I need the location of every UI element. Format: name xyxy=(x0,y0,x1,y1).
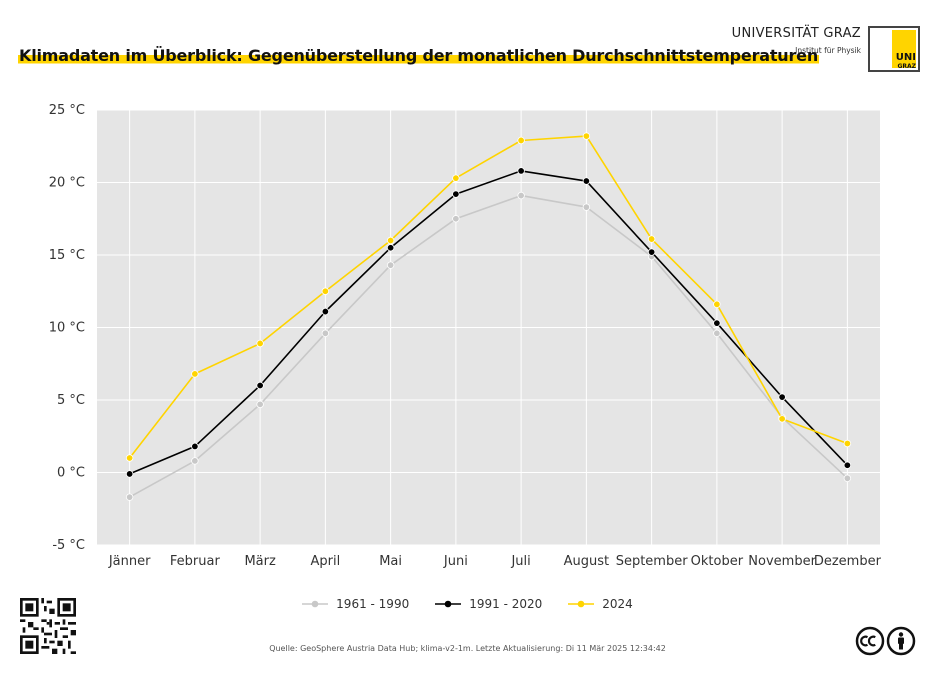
y-tick-label: 5 °C xyxy=(57,393,85,408)
legend-label: 2024 xyxy=(602,597,633,611)
data-point-series-3 xyxy=(517,136,525,145)
x-tick-label: November xyxy=(748,554,816,569)
x-tick-label: Juli xyxy=(510,554,530,569)
series-line-3 xyxy=(128,135,848,459)
x-tick-label: März xyxy=(244,554,276,569)
data-point-series-2 xyxy=(713,319,721,327)
data-point-series-3 xyxy=(778,415,786,423)
data-point-series-1 xyxy=(452,215,460,223)
license-icons xyxy=(855,626,916,656)
data-point-series-1 xyxy=(256,400,264,409)
data-point-series-3 xyxy=(647,235,656,243)
data-point-series-2 xyxy=(256,381,264,390)
x-tick-label: Juni xyxy=(443,554,468,569)
y-tick-label: 20 °C xyxy=(49,176,85,191)
data-point-series-3 xyxy=(125,454,134,462)
data-point-series-1 xyxy=(517,191,525,200)
qr-code-icon xyxy=(20,598,76,654)
data-point-series-2 xyxy=(843,461,852,469)
x-tick-label: Februar xyxy=(170,554,221,569)
data-point-series-2 xyxy=(517,167,525,175)
x-tick-label: Mai xyxy=(379,554,402,569)
x-tick-label: August xyxy=(564,554,610,569)
data-point-series-3 xyxy=(321,287,330,295)
x-tick-label: Dezember xyxy=(814,554,882,569)
data-point-series-2 xyxy=(647,248,656,256)
series-line-2 xyxy=(129,170,848,475)
x-tick-label: September xyxy=(616,554,689,569)
x-tick-label: Jänner xyxy=(108,554,151,569)
legend-label: 1991 - 2020 xyxy=(469,597,543,611)
university-logo: UNI GRAZ xyxy=(868,26,920,72)
attribution-icon xyxy=(886,626,916,656)
data-point-series-1 xyxy=(191,457,199,465)
data-point-series-1 xyxy=(843,474,852,482)
data-point-series-3 xyxy=(713,300,721,308)
data-point-series-1 xyxy=(321,329,330,337)
data-point-series-3 xyxy=(256,339,264,348)
university-name: UNIVERSITÄT GRAZ xyxy=(731,26,861,41)
y-tick-label: 25 °C xyxy=(49,103,85,118)
data-point-series-3 xyxy=(843,439,852,448)
temperature-chart: -5 °C 0 °C 5 °C 10 °C 15 °C 20 °C 25 °C Jänner F… xyxy=(49,103,882,569)
logo-yellow-block xyxy=(892,30,916,68)
data-point-series-3 xyxy=(452,174,460,182)
data-point-series-3 xyxy=(386,236,395,245)
institute-name: Institut für Physik xyxy=(795,46,861,55)
series-line-1 xyxy=(129,194,848,498)
data-point-series-2 xyxy=(191,442,199,451)
data-point-series-2 xyxy=(778,393,786,401)
x-tick-label: April xyxy=(311,554,341,569)
logo-uni-text: UNI xyxy=(895,52,916,63)
data-point-series-2 xyxy=(386,244,395,252)
data-point-series-1 xyxy=(713,329,721,337)
y-tick-label: 15 °C xyxy=(49,248,85,263)
data-point-series-3 xyxy=(582,132,591,140)
legend-item: 1991 - 2020 xyxy=(435,597,542,611)
legend-label: 1961 - 1990 xyxy=(336,597,410,611)
chart-title: Klimadaten im Überblick: Gegenüberstellu… xyxy=(18,46,820,65)
logo-graz-text: GRAZ xyxy=(897,63,916,70)
source-note: Quelle: GeoSphere Austria Data Hub; klim… xyxy=(269,644,666,653)
data-point-series-2 xyxy=(125,470,134,478)
legend-swatch xyxy=(435,600,462,608)
y-tick-label: 0 °C xyxy=(57,466,85,481)
legend-swatch xyxy=(302,600,329,608)
data-point-series-3 xyxy=(191,370,199,378)
data-point-series-2 xyxy=(582,177,591,185)
data-point-series-1 xyxy=(125,493,134,501)
data-point-series-2 xyxy=(321,307,330,316)
data-point-series-1 xyxy=(386,261,395,269)
y-tick-label: 10 °C xyxy=(49,321,85,336)
data-point-series-2 xyxy=(452,190,460,198)
chart-legend: 1961 - 1990 1991 - 2020 2024 xyxy=(0,597,935,611)
legend-item: 2024 xyxy=(568,597,633,611)
x-tick-label: Oktober xyxy=(691,554,744,569)
data-point-series-1 xyxy=(582,203,591,211)
creative-commons-icon xyxy=(855,626,885,656)
legend-swatch xyxy=(568,600,595,608)
legend-item: 1961 - 1990 xyxy=(302,597,409,611)
y-tick-label: -5 °C xyxy=(52,538,85,553)
